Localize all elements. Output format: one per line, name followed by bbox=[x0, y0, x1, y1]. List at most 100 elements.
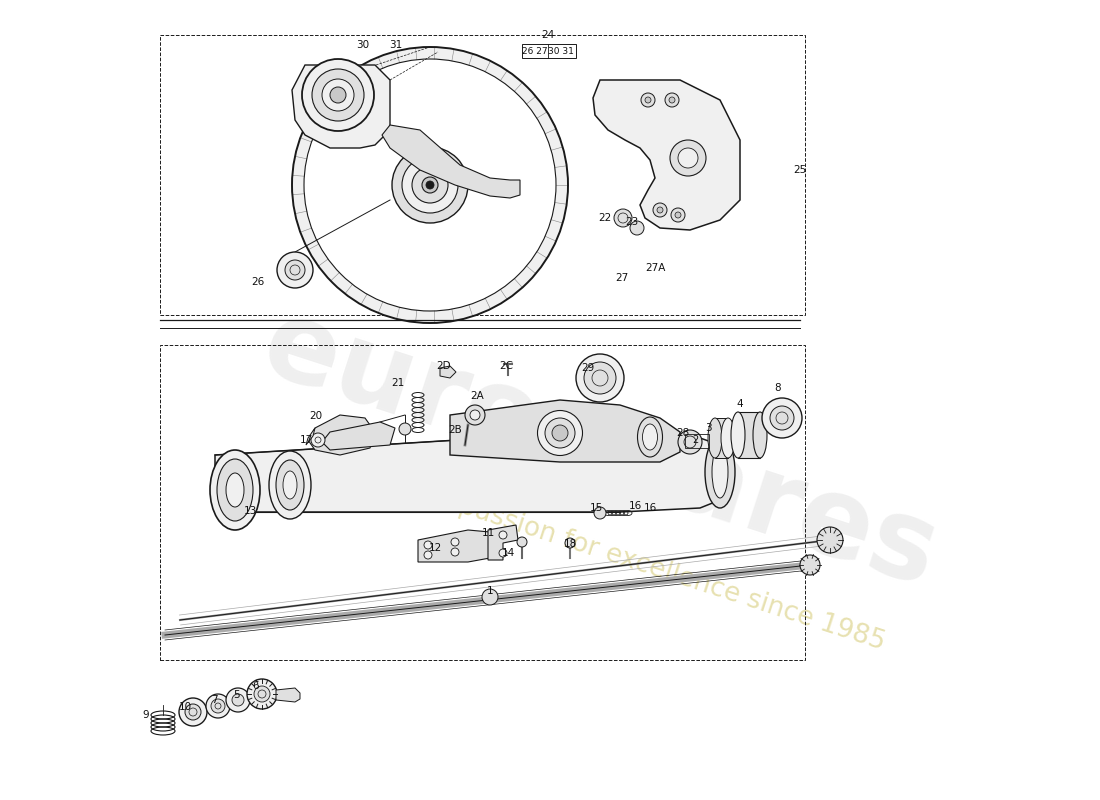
Bar bbox=[160, 35, 805, 315]
Circle shape bbox=[312, 69, 364, 121]
Polygon shape bbox=[593, 80, 740, 230]
Circle shape bbox=[614, 209, 632, 227]
Text: 15: 15 bbox=[590, 503, 603, 513]
Circle shape bbox=[304, 59, 556, 311]
Bar bbox=[160, 345, 805, 660]
Circle shape bbox=[226, 688, 250, 712]
Circle shape bbox=[762, 398, 802, 438]
Circle shape bbox=[465, 405, 485, 425]
Circle shape bbox=[211, 699, 226, 713]
Polygon shape bbox=[214, 430, 720, 512]
Text: 1: 1 bbox=[486, 586, 493, 596]
Circle shape bbox=[322, 79, 354, 111]
Circle shape bbox=[451, 548, 459, 556]
Text: 30 31: 30 31 bbox=[548, 46, 574, 55]
Polygon shape bbox=[440, 366, 456, 378]
Circle shape bbox=[576, 354, 624, 402]
Text: 6: 6 bbox=[253, 681, 260, 691]
Polygon shape bbox=[341, 82, 420, 171]
Circle shape bbox=[402, 157, 458, 213]
Circle shape bbox=[277, 252, 313, 288]
Text: 8: 8 bbox=[774, 383, 781, 393]
Ellipse shape bbox=[270, 451, 311, 519]
Circle shape bbox=[594, 507, 606, 519]
Circle shape bbox=[392, 147, 468, 223]
Circle shape bbox=[311, 433, 324, 447]
Ellipse shape bbox=[754, 412, 767, 458]
Text: 28: 28 bbox=[676, 428, 690, 438]
Ellipse shape bbox=[552, 425, 568, 441]
Polygon shape bbox=[450, 400, 680, 462]
Circle shape bbox=[678, 430, 702, 454]
Circle shape bbox=[645, 97, 651, 103]
Text: 26 27: 26 27 bbox=[522, 46, 548, 55]
Circle shape bbox=[422, 177, 438, 193]
Circle shape bbox=[185, 704, 201, 720]
Polygon shape bbox=[488, 525, 518, 560]
Circle shape bbox=[565, 538, 575, 548]
Circle shape bbox=[675, 212, 681, 218]
Circle shape bbox=[424, 541, 432, 549]
Ellipse shape bbox=[638, 417, 662, 457]
Ellipse shape bbox=[226, 473, 244, 507]
Polygon shape bbox=[322, 422, 395, 450]
Polygon shape bbox=[412, 59, 448, 157]
Polygon shape bbox=[454, 163, 556, 190]
Polygon shape bbox=[306, 428, 315, 445]
Ellipse shape bbox=[217, 459, 253, 521]
Text: 11: 11 bbox=[482, 528, 495, 538]
Bar bbox=[685, 434, 710, 448]
Text: 2D: 2D bbox=[437, 361, 451, 371]
Text: 3: 3 bbox=[705, 423, 712, 433]
Text: 30: 30 bbox=[356, 40, 370, 50]
Circle shape bbox=[292, 47, 568, 323]
Ellipse shape bbox=[732, 412, 745, 458]
Ellipse shape bbox=[276, 460, 304, 510]
Circle shape bbox=[653, 203, 667, 217]
Circle shape bbox=[451, 538, 459, 546]
Text: 9: 9 bbox=[143, 710, 150, 720]
Text: 25: 25 bbox=[793, 165, 806, 175]
Ellipse shape bbox=[538, 410, 583, 455]
Ellipse shape bbox=[283, 471, 297, 499]
Text: 22: 22 bbox=[598, 213, 612, 223]
Text: 21: 21 bbox=[392, 378, 405, 388]
Circle shape bbox=[669, 97, 675, 103]
Text: 2: 2 bbox=[692, 435, 698, 445]
Circle shape bbox=[678, 148, 698, 168]
Circle shape bbox=[330, 87, 346, 103]
Text: eurospares: eurospares bbox=[250, 290, 950, 610]
Text: 24: 24 bbox=[541, 30, 554, 40]
Ellipse shape bbox=[210, 450, 260, 530]
Text: 20: 20 bbox=[309, 411, 322, 421]
Polygon shape bbox=[276, 688, 300, 702]
Text: 27A: 27A bbox=[645, 263, 665, 273]
Circle shape bbox=[470, 410, 480, 420]
Polygon shape bbox=[715, 418, 728, 458]
Ellipse shape bbox=[544, 418, 575, 448]
Polygon shape bbox=[308, 415, 375, 455]
Text: 29: 29 bbox=[582, 363, 595, 373]
Circle shape bbox=[482, 589, 498, 605]
Circle shape bbox=[670, 140, 706, 176]
Circle shape bbox=[800, 555, 820, 575]
Ellipse shape bbox=[642, 424, 658, 450]
Ellipse shape bbox=[712, 446, 728, 498]
Polygon shape bbox=[382, 125, 520, 198]
Bar bbox=[522, 44, 576, 58]
Text: 5: 5 bbox=[233, 690, 240, 700]
Circle shape bbox=[424, 551, 432, 559]
Circle shape bbox=[399, 423, 411, 435]
Ellipse shape bbox=[720, 418, 735, 458]
Text: 2A: 2A bbox=[470, 391, 484, 401]
Circle shape bbox=[412, 167, 448, 203]
Circle shape bbox=[666, 93, 679, 107]
Circle shape bbox=[499, 531, 507, 539]
Text: 26: 26 bbox=[252, 277, 265, 287]
Circle shape bbox=[179, 698, 207, 726]
Text: 14: 14 bbox=[502, 548, 515, 558]
Text: 4: 4 bbox=[737, 399, 744, 409]
Circle shape bbox=[285, 260, 305, 280]
Circle shape bbox=[584, 362, 616, 394]
Text: 23: 23 bbox=[626, 217, 639, 227]
